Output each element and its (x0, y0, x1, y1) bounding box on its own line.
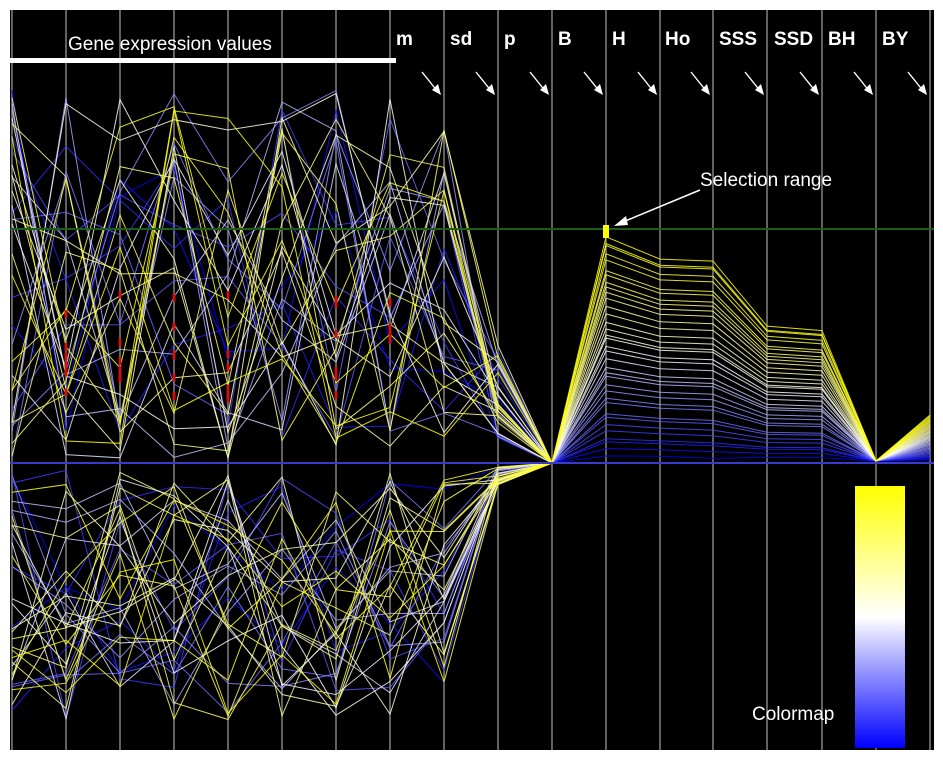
outlier-dot-4-1 (227, 291, 230, 299)
outlier-dot-1-4 (65, 388, 68, 396)
outlier-dot-3-6 (173, 392, 176, 400)
selection-range-label: Selection range (700, 170, 832, 191)
axis-header-by: BY (882, 29, 909, 50)
outlier-dot-5-1 (335, 391, 338, 399)
axis-header-p: p (504, 29, 516, 50)
colormap-legend-bar (855, 486, 905, 748)
outlier-dot-2-1 (119, 339, 122, 347)
axis-header-ssd: SSD (774, 29, 813, 50)
outlier-dot-1-2 (65, 352, 68, 360)
outlier-dot-1-1 (65, 368, 68, 376)
outlier-dot-4-6 (227, 391, 230, 399)
axis-header-sd: sd (450, 29, 472, 50)
outlier-dot-1-5 (65, 310, 68, 318)
outlier-dot-4-4 (227, 350, 230, 358)
outlier-dot-4-3 (227, 363, 230, 371)
outlier-dot-2-6 (119, 291, 122, 299)
outlier-dot-6-2 (389, 299, 392, 307)
outlier-dot-5-4 (335, 330, 338, 338)
chart-title: Gene expression values (68, 34, 272, 55)
outlier-dot-1-3 (65, 361, 68, 369)
outlier-dot-3-4 (173, 294, 176, 302)
outlier-dot-3-2 (173, 374, 176, 382)
outlier-dot-3-1 (173, 323, 176, 331)
outlier-dot-6-6 (389, 333, 392, 341)
outlier-dot-1-6 (65, 343, 68, 351)
axis-header-b: B (558, 29, 572, 50)
outlier-dot-3-5 (173, 351, 176, 359)
colormap-legend-label: Colormap (752, 704, 834, 725)
axis-header-bh: BH (828, 29, 855, 50)
outlier-dot-2-4 (119, 366, 122, 374)
selection-range-marker (603, 225, 609, 238)
axis-header-m: m (396, 29, 413, 50)
outlier-dot-6-5 (389, 325, 392, 333)
axis-header-sss: SSS (719, 29, 757, 50)
outlier-dot-5-6 (335, 300, 338, 308)
axis-header-h: H (612, 29, 626, 50)
title-underline (10, 58, 396, 63)
outlier-dot-5-5 (335, 367, 338, 375)
outlier-dot-2-5 (119, 357, 122, 365)
axis-header-ho: Ho (665, 29, 690, 50)
